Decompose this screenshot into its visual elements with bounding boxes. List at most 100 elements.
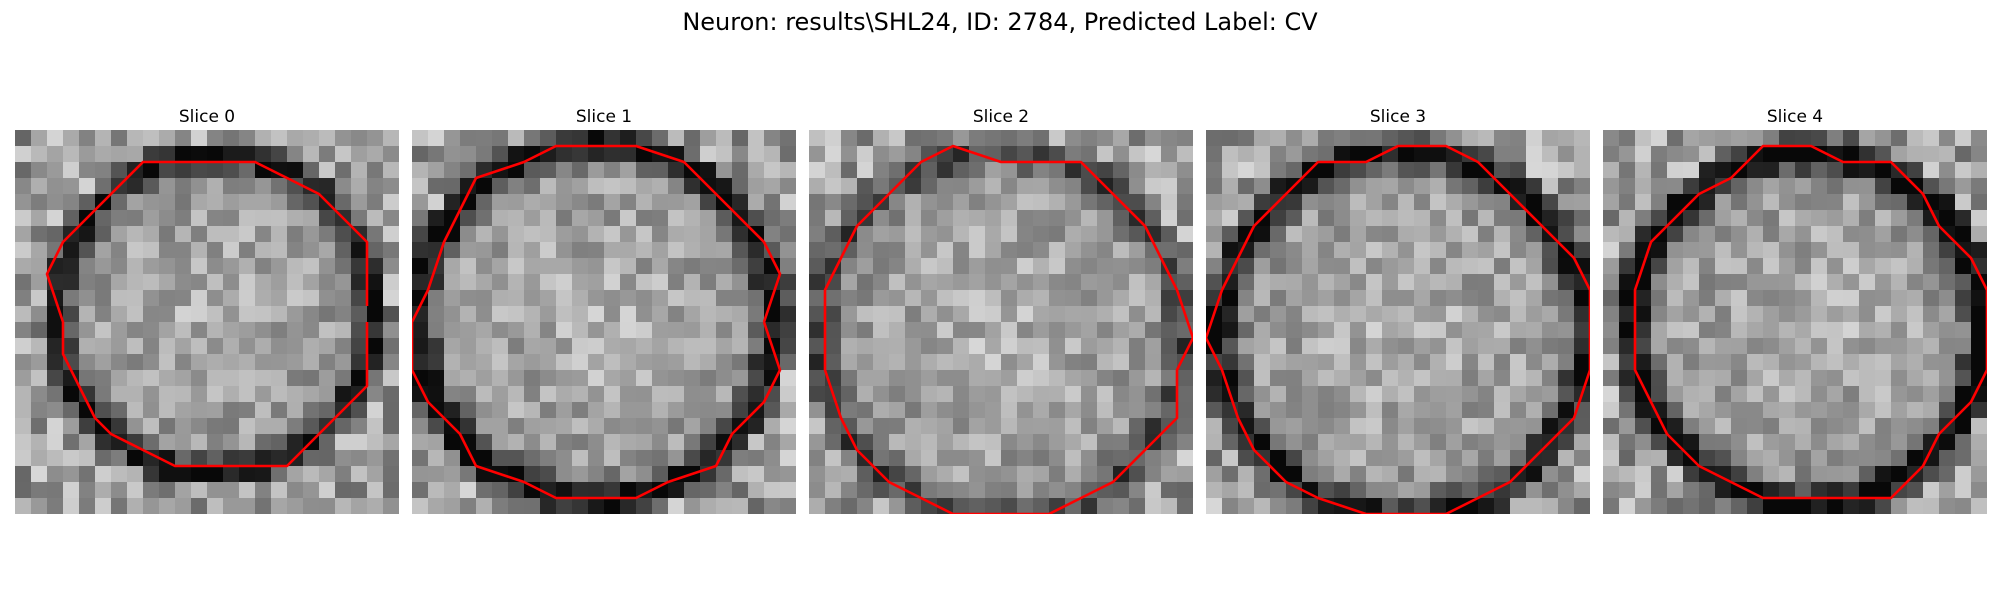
image-pixel: [1971, 242, 1987, 259]
image-pixel: [476, 370, 493, 387]
image-pixel: [271, 258, 288, 275]
image-pixel: [1971, 130, 1987, 147]
image-pixel: [335, 258, 352, 275]
image-pixel: [127, 306, 144, 323]
image-pixel: [748, 162, 765, 179]
image-pixel: [223, 386, 240, 403]
slice-panel-0: Slice 0: [15, 106, 399, 514]
image-pixel: [1177, 162, 1193, 179]
image-pixel: [79, 130, 96, 147]
image-pixel: [1683, 258, 1700, 275]
image-pixel: [1619, 162, 1636, 179]
image-pixel: [1635, 146, 1652, 163]
image-pixel: [1001, 370, 1018, 387]
image-pixel: [969, 178, 986, 195]
image-pixel: [1430, 162, 1447, 179]
image-pixel: [159, 258, 176, 275]
image-pixel: [47, 386, 64, 403]
image-pixel: [1366, 290, 1383, 307]
image-pixel: [47, 402, 64, 419]
image-pixel: [1891, 434, 1908, 451]
image-pixel: [1811, 450, 1828, 467]
image-pixel: [1603, 498, 1620, 514]
image-pixel: [255, 146, 272, 163]
image-pixel: [1206, 434, 1223, 451]
image-pixel: [444, 482, 461, 499]
image-pixel: [412, 242, 429, 259]
image-pixel: [1113, 210, 1130, 227]
image-pixel: [1001, 402, 1018, 419]
image-pixel: [700, 322, 717, 339]
image-pixel: [556, 370, 573, 387]
image-pixel: [79, 338, 96, 355]
image-pixel: [127, 178, 144, 195]
image-pixel: [684, 146, 701, 163]
image-pixel: [540, 482, 557, 499]
image-pixel: [809, 242, 826, 259]
image-pixel: [700, 498, 717, 514]
image-pixel: [1446, 258, 1463, 275]
image-pixel: [652, 290, 669, 307]
image-pixel: [1238, 242, 1255, 259]
image-pixel: [668, 306, 685, 323]
image-pixel: [492, 498, 509, 514]
image-pixel: [271, 338, 288, 355]
image-pixel: [1129, 242, 1146, 259]
image-pixel: [1318, 370, 1335, 387]
image-pixel: [1603, 418, 1620, 435]
image-pixel: [303, 162, 320, 179]
image-pixel: [1526, 178, 1543, 195]
image-pixel: [1779, 370, 1796, 387]
image-pixel: [191, 418, 208, 435]
image-pixel: [1430, 402, 1447, 419]
image-pixel: [63, 370, 80, 387]
image-pixel: [460, 194, 477, 211]
image-pixel: [15, 146, 32, 163]
image-pixel: [412, 466, 429, 483]
image-pixel: [1907, 338, 1924, 355]
image-pixel: [1635, 306, 1652, 323]
image-pixel: [1811, 386, 1828, 403]
image-pixel: [1558, 402, 1575, 419]
image-pixel: [1923, 450, 1940, 467]
image-pixel: [684, 338, 701, 355]
image-pixel: [604, 322, 621, 339]
image-pixel: [1350, 290, 1367, 307]
image-pixel: [780, 290, 796, 307]
image-pixel: [412, 162, 429, 179]
image-pixel: [604, 370, 621, 387]
image-pixel: [668, 434, 685, 451]
image-pixel: [1747, 178, 1764, 195]
image-pixel: [1715, 178, 1732, 195]
image-pixel: [1923, 162, 1940, 179]
image-pixel: [1129, 258, 1146, 275]
image-pixel: [1049, 210, 1066, 227]
image-pixel: [1683, 242, 1700, 259]
image-pixel: [1270, 274, 1287, 291]
image-pixel: [143, 354, 160, 371]
image-pixel: [905, 418, 922, 435]
image-pixel: [604, 274, 621, 291]
image-pixel: [540, 386, 557, 403]
image-pixel: [937, 130, 954, 147]
image-pixel: [1843, 482, 1860, 499]
image-pixel: [588, 482, 605, 499]
image-pixel: [937, 210, 954, 227]
image-pixel: [1731, 434, 1748, 451]
image-pixel: [1526, 306, 1543, 323]
image-pixel: [287, 498, 304, 514]
image-pixel: [1129, 386, 1146, 403]
image-pixel: [175, 274, 192, 291]
image-pixel: [985, 130, 1002, 147]
image-pixel: [1113, 258, 1130, 275]
image-pixel: [1286, 242, 1303, 259]
image-pixel: [1350, 258, 1367, 275]
image-pixel: [604, 194, 621, 211]
image-pixel: [1206, 386, 1223, 403]
image-pixel: [1017, 178, 1034, 195]
image-pixel: [1302, 178, 1319, 195]
image-pixel: [1510, 146, 1527, 163]
image-pixel: [1859, 418, 1876, 435]
image-pixel: [700, 354, 717, 371]
image-pixel: [636, 242, 653, 259]
